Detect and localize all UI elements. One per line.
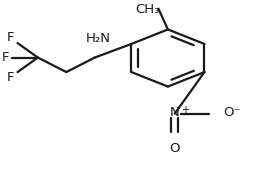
Text: H₂N: H₂N xyxy=(85,32,110,45)
Text: O: O xyxy=(169,142,180,155)
Text: N: N xyxy=(170,106,180,119)
Text: F: F xyxy=(7,71,14,84)
Text: F: F xyxy=(7,31,14,44)
Text: +: + xyxy=(181,105,189,115)
Text: CH₃: CH₃ xyxy=(135,3,160,16)
Text: O⁻: O⁻ xyxy=(223,106,241,119)
Text: F: F xyxy=(2,51,9,64)
